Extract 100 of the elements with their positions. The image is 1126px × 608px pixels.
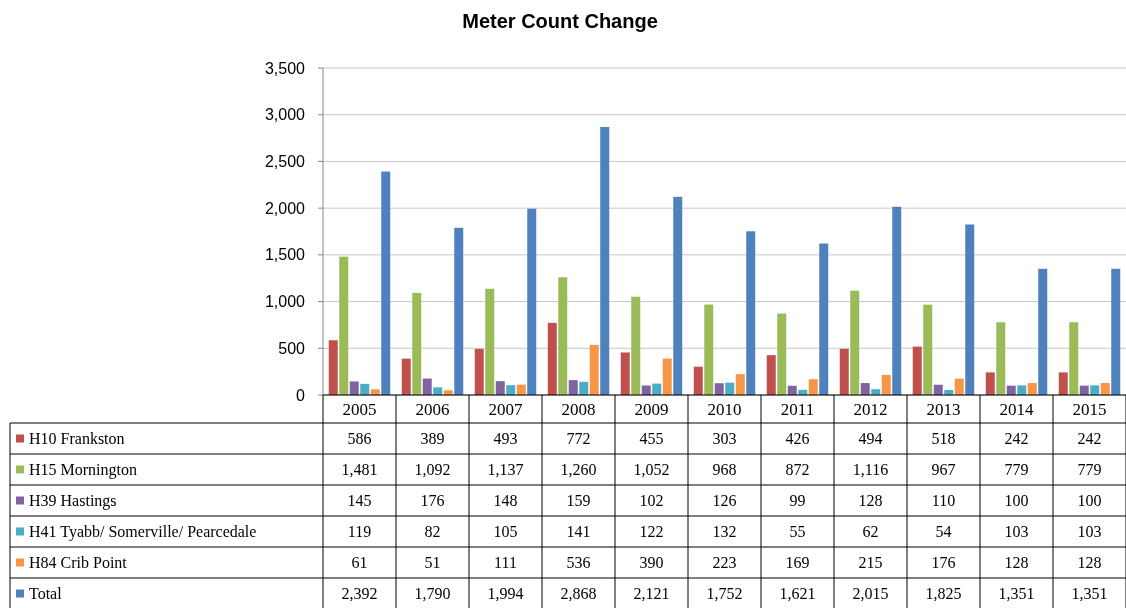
data-label: 99 (789, 492, 806, 510)
bar (433, 387, 443, 395)
data-label: 1,116 (852, 461, 889, 479)
data-label: 1,825 (925, 585, 962, 603)
bar (349, 381, 359, 395)
data-label: 1,790 (414, 585, 451, 603)
legend-label: H84 Crib Point (29, 554, 128, 572)
data-label: 61 (351, 554, 368, 572)
bar (631, 296, 641, 395)
bar (808, 379, 818, 395)
data-label: 779 (1077, 461, 1102, 479)
data-label: 215 (858, 554, 883, 572)
data-label: 518 (931, 430, 956, 448)
data-label: 872 (785, 461, 810, 479)
y-tick-label: 2,000 (264, 199, 306, 217)
x-tick-label: 2015 (1072, 399, 1107, 419)
legend-label: Total (29, 585, 63, 603)
data-label: 2,121 (633, 585, 670, 603)
data-label: 779 (1004, 461, 1029, 479)
legend-label: H15 Mornington (29, 461, 137, 480)
bar (693, 366, 703, 395)
bar (454, 227, 464, 395)
chart-title: Meter Count Change (462, 10, 658, 32)
bar (985, 372, 995, 395)
data-label: 103 (1077, 523, 1102, 541)
bar (892, 206, 902, 395)
data-label: 176 (931, 554, 956, 572)
bar (1017, 385, 1027, 395)
data-label: 122 (639, 523, 664, 541)
bar (923, 304, 933, 395)
x-tick-label: 2006 (415, 399, 450, 419)
data-label: 455 (639, 430, 664, 448)
bar (881, 374, 891, 395)
data-label: 968 (712, 461, 737, 479)
x-tick-label: 2011 (780, 399, 815, 419)
bar (777, 313, 787, 395)
data-label: 1,621 (779, 585, 816, 603)
bar (1038, 268, 1048, 395)
y-tick-label: 1,500 (264, 246, 306, 264)
y-tick-label: 1,000 (264, 293, 306, 311)
data-label: 1,260 (560, 461, 597, 479)
bar (1069, 322, 1079, 395)
data-label: 1,481 (341, 461, 378, 479)
bar (662, 358, 672, 395)
bar (422, 378, 432, 395)
data-label: 389 (420, 430, 445, 448)
bar (714, 383, 724, 395)
bar (1058, 372, 1068, 395)
bar (495, 381, 505, 395)
bar (328, 340, 338, 395)
bar (474, 348, 484, 395)
x-tick-label: 2012 (853, 399, 888, 419)
data-label: 536 (566, 554, 591, 572)
data-label: 132 (712, 523, 737, 541)
data-label: 54 (935, 523, 952, 541)
data-label: 1,994 (487, 585, 524, 603)
bar (589, 344, 599, 395)
bar (381, 171, 391, 395)
bar (704, 304, 714, 395)
x-tick-label: 2010 (707, 399, 742, 419)
data-label: 176 (420, 492, 445, 510)
data-label: 55 (789, 523, 806, 541)
bar (673, 196, 683, 395)
x-tick-label: 2008 (561, 399, 596, 419)
data-label: 126 (712, 492, 737, 510)
data-label: 1,137 (487, 461, 524, 479)
bar (860, 383, 870, 395)
data-label: 148 (493, 492, 518, 510)
bar (735, 374, 745, 395)
bar (568, 380, 578, 395)
data-label: 111 (494, 554, 517, 572)
bar (1111, 268, 1121, 395)
y-tick-label: 500 (278, 339, 306, 357)
data-label: 967 (931, 461, 956, 479)
x-tick-label: 2009 (634, 399, 669, 419)
data-label: 105 (493, 523, 518, 541)
bar (850, 290, 860, 395)
bar (746, 231, 756, 395)
data-label: 159 (566, 492, 591, 510)
data-label: 242 (1004, 430, 1029, 448)
data-label: 494 (858, 430, 883, 448)
legend-label: H10 Frankston (29, 430, 125, 448)
x-tick-label: 2007 (488, 399, 523, 419)
data-label: 2,392 (341, 585, 378, 603)
data-label: 303 (712, 430, 737, 448)
data-label: 102 (639, 492, 664, 510)
bar (965, 224, 975, 395)
data-label: 62 (862, 523, 879, 541)
legend-label: H41 Tyabb/ Somerville/ Pearcedale (29, 523, 257, 542)
bar (819, 243, 829, 395)
y-tick-label: 3,000 (264, 106, 306, 124)
data-label: 493 (493, 430, 518, 448)
bar (912, 346, 922, 395)
data-label: 223 (712, 554, 737, 572)
bar (839, 348, 849, 395)
data-label: 128 (1077, 554, 1102, 572)
data-label: 141 (566, 523, 591, 541)
bar (1027, 383, 1037, 395)
bar (401, 358, 411, 395)
data-label: 1,351 (998, 585, 1035, 603)
